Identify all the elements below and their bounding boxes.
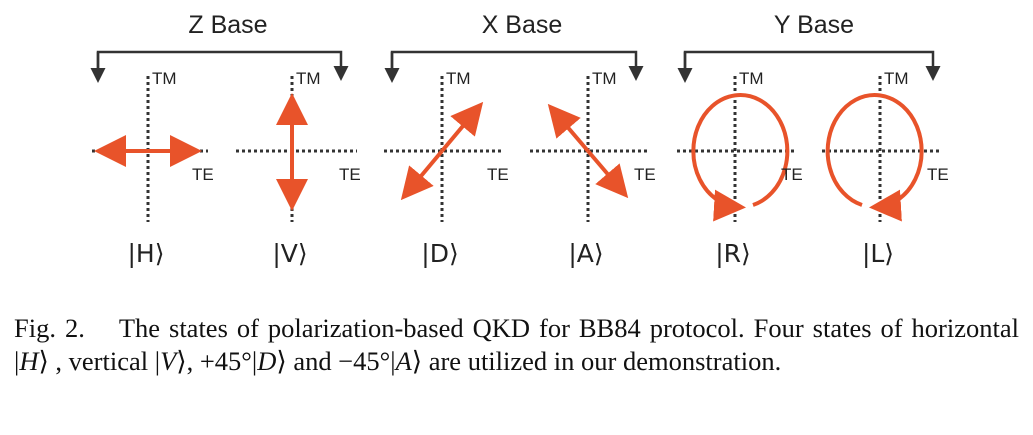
z-base-label: Z Base — [188, 11, 267, 39]
state-d-diagram: TM TE |D⟩ — [384, 69, 509, 268]
state-h-diagram: TM TE |H⟩ — [92, 69, 214, 268]
te-label: TE — [927, 165, 949, 184]
te-label: TE — [487, 165, 509, 184]
state-r-diagram: TM TE |R⟩ — [677, 69, 803, 268]
x-base-bracket — [384, 50, 644, 83]
caption-text-4: and −45° — [286, 346, 391, 376]
figure-number: Fig. 2. — [14, 313, 85, 343]
ket-h-inline: H — [19, 346, 39, 376]
ket-v-inline: V — [160, 346, 177, 376]
figure-caption: Fig. 2. The states of polarization-based … — [14, 313, 1019, 376]
tm-label: TM — [884, 69, 909, 88]
right-circular-polarization-arrow — [691, 93, 790, 222]
tm-label: TM — [446, 69, 471, 88]
left-circular-polarization-arrow — [825, 93, 924, 222]
ket-a-inline: A — [395, 346, 412, 376]
x-base-label: X Base — [482, 11, 563, 39]
te-label: TE — [192, 165, 214, 184]
state-v-diagram: TM TE |V⟩ — [236, 69, 361, 268]
caption-text-2: , vertical — [48, 346, 155, 376]
tm-label: TM — [592, 69, 617, 88]
state-l-diagram: TM TE |L⟩ — [822, 69, 949, 268]
ket-a: |A⟩ — [568, 239, 603, 268]
ket-r: |R⟩ — [715, 239, 751, 268]
te-label: TE — [781, 165, 803, 184]
diagonal-polarization-arrow — [440, 101, 484, 153]
tm-label: TM — [152, 69, 177, 88]
polarization-states-figure: Z Base X Base Y Base TM TE |H⟩ TM TE |V⟩ — [90, 11, 949, 268]
caption-text-5: are utilized in our demonstration. — [422, 346, 782, 376]
z-base-bracket — [90, 50, 349, 83]
state-a-diagram: TM TE |A⟩ — [530, 69, 656, 268]
antidiagonal-polarization-arrow — [586, 149, 629, 199]
y-base-bracket — [677, 50, 941, 83]
caption-text-1: The states of polarization-based QKD for… — [118, 313, 1019, 343]
y-base-label: Y Base — [774, 11, 854, 39]
te-label: TE — [634, 165, 656, 184]
ket-d: |D⟩ — [421, 239, 458, 268]
ket-d-inline: D — [257, 346, 277, 376]
ket-v: |V⟩ — [272, 239, 307, 268]
caption-text-3: , +45° — [186, 346, 252, 376]
ket-l: |L⟩ — [862, 239, 894, 268]
tm-label: TM — [296, 69, 321, 88]
ket-h: |H⟩ — [128, 239, 165, 268]
te-label: TE — [339, 165, 361, 184]
tm-label: TM — [739, 69, 764, 88]
